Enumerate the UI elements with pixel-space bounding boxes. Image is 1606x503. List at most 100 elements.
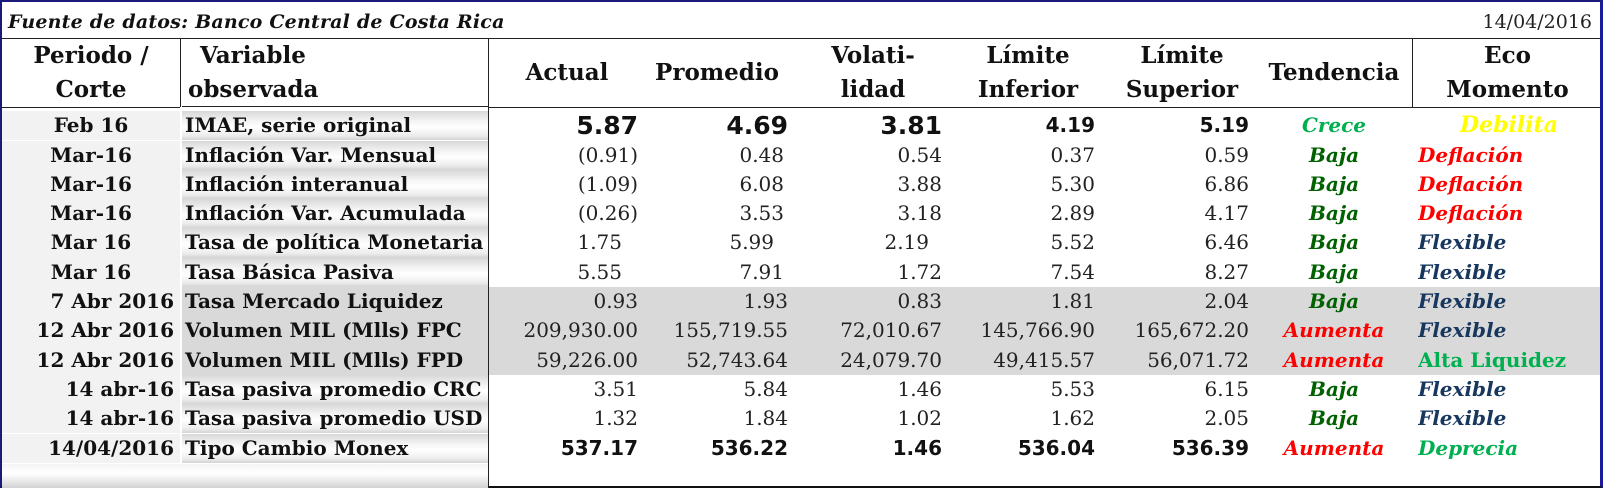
limite-superior-cell: 8.27 bbox=[1204, 259, 1249, 284]
periodo-cell: 12 Abr 2016 bbox=[2, 345, 180, 375]
eco-momento-cell: Flexible bbox=[1418, 318, 1507, 343]
table-row: 14 abr-16 Tasa pasiva promedio USD 1.32 … bbox=[2, 404, 1600, 434]
actual-cell: 5.87 bbox=[576, 111, 638, 140]
header-eco-momento: Eco Momento bbox=[1415, 39, 1600, 107]
limite-superior-cell: 4.17 bbox=[1204, 201, 1249, 226]
limite-superior-cell: 6.46 bbox=[1204, 230, 1249, 255]
variable-cell: Tipo Cambio Monex bbox=[182, 433, 488, 463]
header-limite-inferior: Límite Inferior bbox=[957, 39, 1099, 107]
limite-inferior-cell: 1.62 bbox=[1050, 406, 1095, 431]
header-volatilidad-line2: lidad bbox=[840, 76, 906, 103]
table-row-highlighted: 12 Abr 2016 Volumen MIL (Mlls) FPC 209,9… bbox=[2, 316, 1600, 346]
eco-momento-cell: Alta Liquidez bbox=[1418, 347, 1567, 372]
limite-superior-cell: 536.39 bbox=[1171, 435, 1249, 460]
limite-inferior-cell: 2.89 bbox=[1050, 201, 1095, 226]
eco-momento-cell: Flexible bbox=[1418, 259, 1507, 284]
header-volatilidad-line1: Volati- bbox=[831, 42, 915, 69]
title-bar: Fuente de datos: Banco Central de Costa … bbox=[2, 2, 1600, 39]
header-variable-line1: Variable bbox=[200, 41, 306, 69]
periodo-cell: Mar 16 bbox=[2, 228, 180, 258]
header-actual: Actual bbox=[525, 59, 609, 86]
tendencia-cell: Baja bbox=[1308, 289, 1360, 313]
header-variable-line2: observada bbox=[188, 75, 319, 103]
report-date: 14/04/2016 bbox=[1482, 11, 1592, 33]
volatilidad-cell: 2.19 bbox=[884, 230, 929, 255]
volatilidad-cell: 0.83 bbox=[897, 289, 942, 313]
header-periodo: Periodo / Corte bbox=[2, 39, 180, 108]
volatilidad-cell: 1.72 bbox=[897, 259, 942, 284]
limite-superior-cell: 2.04 bbox=[1204, 289, 1249, 313]
header-promedio: Promedio bbox=[655, 59, 779, 86]
promedio-cell: 1.84 bbox=[743, 406, 788, 431]
limite-superior-cell: 165,672.20 bbox=[1134, 318, 1249, 343]
row-highlight bbox=[489, 345, 1600, 375]
header-limite-superior-line1: Límite bbox=[1140, 42, 1224, 69]
volatilidad-cell: 1.46 bbox=[892, 435, 942, 460]
limite-inferior-cell: 1.81 bbox=[1050, 289, 1095, 313]
eco-momento-cell: Deprecia bbox=[1418, 435, 1519, 460]
limite-superior-cell: 56,071.72 bbox=[1147, 347, 1249, 372]
variable-cell: Tasa Mercado Liquidez bbox=[182, 287, 488, 317]
actual-cell: 537.17 bbox=[560, 435, 638, 460]
eco-momento-cell: Debilita bbox=[1460, 112, 1558, 138]
periodo-cell: Mar-16 bbox=[2, 169, 180, 200]
limite-inferior-cell: 536.04 bbox=[1017, 435, 1095, 460]
header-limite-inferior-line1: Límite bbox=[986, 42, 1070, 69]
volatilidad-cell: 3.18 bbox=[897, 201, 942, 226]
header-tendencia: Tendencia bbox=[1268, 59, 1400, 86]
volatilidad-cell: 3.81 bbox=[880, 111, 942, 140]
tendencia-cell: Baja bbox=[1308, 406, 1360, 431]
table-row: Mar-16 Inflación Var. Mensual (0.91) 0.4… bbox=[2, 140, 1600, 170]
promedio-cell: 6.08 bbox=[739, 171, 784, 196]
data-source-label: Fuente de datos: Banco Central de Costa … bbox=[8, 11, 505, 33]
promedio-cell: 155,719.55 bbox=[673, 318, 788, 343]
row-highlight bbox=[489, 287, 1600, 317]
limite-inferior-cell: 49,415.57 bbox=[993, 347, 1095, 372]
promedio-cell: 536.22 bbox=[710, 435, 788, 460]
periodo-cell: 14 abr-16 bbox=[2, 404, 180, 434]
actual-cell: (1.09) bbox=[577, 171, 638, 196]
header-eco-momento-line1: Eco bbox=[1484, 42, 1531, 69]
actual-cell: 0.93 bbox=[593, 289, 638, 313]
volatilidad-cell: 0.54 bbox=[897, 142, 942, 167]
variable-cell: Tasa de política Monetaria bbox=[182, 228, 488, 258]
tendencia-cell: Aumenta bbox=[1283, 347, 1385, 372]
periodo-cell: 7 Abr 2016 bbox=[2, 287, 180, 317]
promedio-cell: 52,743.64 bbox=[686, 347, 788, 372]
tendencia-cell: Baja bbox=[1308, 376, 1360, 401]
limite-superior-cell: 0.59 bbox=[1204, 142, 1249, 167]
periodo-cell: 14 abr-16 bbox=[2, 374, 180, 405]
variable-cell: Tasa Básica Pasiva bbox=[182, 257, 488, 287]
actual-cell: (0.91) bbox=[577, 142, 638, 167]
periodo-cell: 14/04/2016 bbox=[2, 433, 180, 463]
header-volatilidad: Volati- lidad bbox=[802, 39, 944, 107]
header-limite-superior-line2: Superior bbox=[1125, 76, 1239, 103]
limite-superior-cell: 6.15 bbox=[1204, 376, 1249, 401]
promedio-cell: 3.53 bbox=[739, 201, 784, 226]
variable-cell: Tasa pasiva promedio CRC bbox=[182, 374, 488, 405]
indicator-table: Fuente de datos: Banco Central de Costa … bbox=[0, 0, 1603, 488]
table-row: 14/04/2016 Tipo Cambio Monex 537.17 536.… bbox=[2, 433, 1600, 463]
variable-cell: Volumen MIL (Mlls) FPC bbox=[182, 316, 488, 346]
promedio-cell: 5.99 bbox=[729, 230, 774, 255]
volatilidad-cell: 3.88 bbox=[897, 171, 942, 196]
divider bbox=[180, 39, 181, 107]
actual-cell: 3.51 bbox=[593, 376, 638, 401]
table-row: Mar 16 Tasa de política Monetaria 1.75 5… bbox=[2, 228, 1600, 258]
volatilidad-cell: 1.46 bbox=[897, 376, 942, 401]
header-periodo-line1: Periodo / bbox=[33, 42, 149, 69]
limite-superior-cell: 2.05 bbox=[1204, 406, 1249, 431]
empty-row bbox=[2, 464, 488, 488]
table-row: Feb 16 IMAE, serie original 5.87 4.69 3.… bbox=[2, 111, 1600, 141]
actual-cell: 5.55 bbox=[577, 259, 622, 284]
variable-cell: IMAE, serie original bbox=[182, 111, 488, 141]
header-underline bbox=[489, 39, 1600, 108]
promedio-cell: 1.93 bbox=[743, 289, 788, 313]
tendencia-cell: Baja bbox=[1308, 230, 1360, 255]
tendencia-cell: Aumenta bbox=[1283, 435, 1385, 460]
variable-cell: Volumen MIL (Mlls) FPD bbox=[182, 345, 488, 375]
promedio-cell: 0.48 bbox=[739, 142, 784, 167]
periodo-cell: Mar-16 bbox=[2, 140, 180, 170]
divider bbox=[1412, 39, 1413, 107]
tendencia-cell: Baja bbox=[1308, 201, 1360, 226]
